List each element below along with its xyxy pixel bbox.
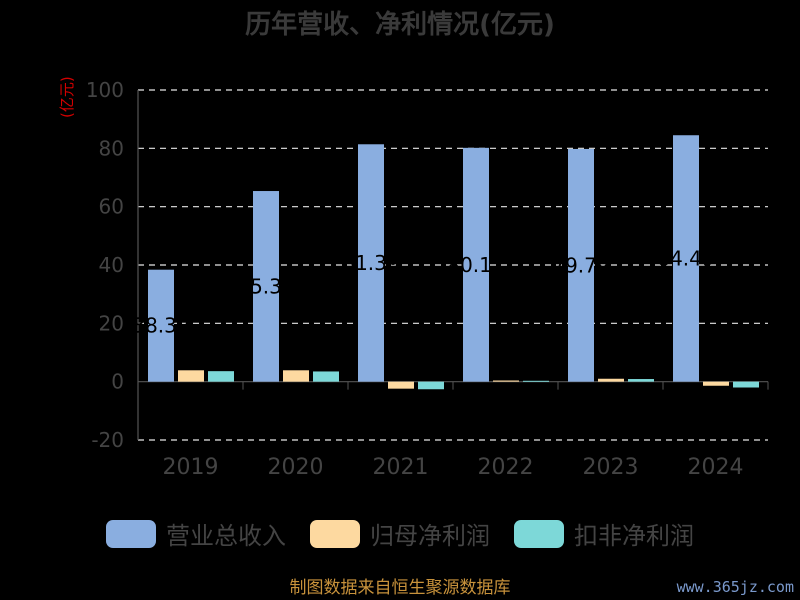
- x-tick-label: 2019: [163, 455, 219, 480]
- bar-revenue: [673, 135, 699, 382]
- data-source-note: 制图数据来自恒生聚源数据库: [289, 578, 511, 598]
- bar-revenue: [253, 191, 279, 382]
- bar-data-label: 81.39: [342, 251, 399, 275]
- bar-data-label: 65.36: [237, 274, 294, 298]
- y-tick-label: 60: [99, 195, 124, 219]
- bar-deducted-net-profit: [628, 379, 654, 382]
- chart-title: 历年营收、净利情况(亿元): [245, 10, 555, 40]
- x-tick-label: 2023: [583, 455, 639, 480]
- legend-item[interactable]: 扣非净利润: [514, 516, 694, 551]
- legend-swatch: [514, 519, 564, 548]
- y-tick-label: 80: [99, 136, 124, 160]
- x-tick-label: 2022: [478, 455, 534, 480]
- bar-deducted-net-profit: [418, 381, 444, 390]
- bar-net-profit: [703, 381, 729, 386]
- bar-revenue: [358, 144, 384, 382]
- bar-deducted-net-profit: [313, 371, 339, 382]
- bar-deducted-net-profit: [523, 380, 549, 382]
- bar-net-profit: [178, 370, 204, 382]
- bar-deducted-net-profit: [208, 371, 234, 382]
- bar-revenue: [148, 269, 174, 382]
- legend-item[interactable]: 营业总收入: [106, 516, 286, 551]
- x-tick-label: 2021: [373, 455, 429, 480]
- bar-revenue: [568, 148, 594, 382]
- x-tick-label: 2024: [688, 455, 744, 480]
- legend-swatch: [310, 519, 360, 548]
- bar-data-label: 80.17: [447, 253, 504, 277]
- bar-data-label: 38.39: [132, 314, 189, 338]
- legend: 营业总收入 归母净利润 扣非净利润: [0, 516, 800, 551]
- y-tick-label: 100: [86, 78, 124, 102]
- legend-label: 扣非净利润: [574, 522, 694, 550]
- y-tick-label: 40: [99, 253, 124, 277]
- x-tick-label: 2020: [268, 455, 324, 480]
- legend-item[interactable]: 归母净利润: [310, 516, 490, 551]
- bar-net-profit: [283, 370, 309, 382]
- legend-swatch: [106, 519, 156, 548]
- y-tick-label: 20: [99, 311, 124, 335]
- bar-net-profit: [598, 378, 624, 382]
- bar-revenue: [463, 147, 489, 382]
- bar-net-profit: [388, 381, 414, 389]
- y-tick-label: 0: [111, 370, 124, 394]
- legend-label: 营业总收入: [166, 522, 286, 550]
- watermark: www.365jz.com: [676, 578, 794, 596]
- y-tick-label: -20: [91, 428, 124, 452]
- bar-net-profit: [493, 380, 519, 382]
- bar-data-label: 84.49: [657, 246, 714, 270]
- bar-deducted-net-profit: [733, 381, 759, 388]
- bar-data-label: 79.79: [552, 253, 609, 277]
- legend-label: 归母净利润: [370, 522, 490, 550]
